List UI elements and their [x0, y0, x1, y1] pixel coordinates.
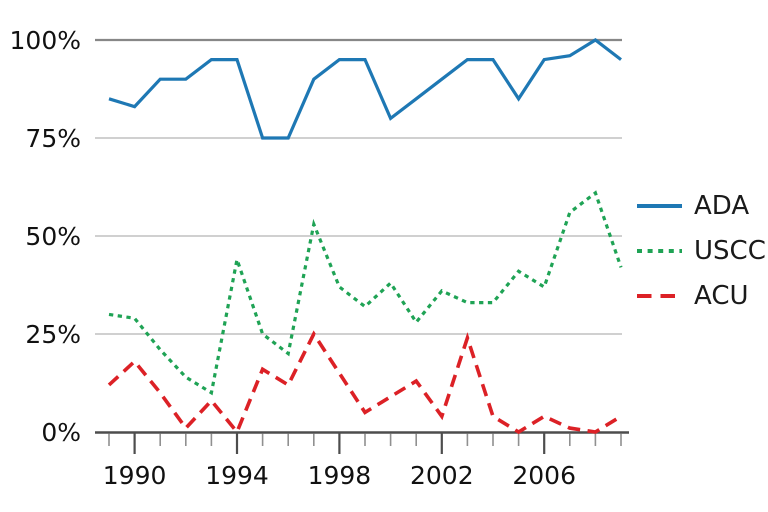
- series-line-uscc: [108, 190, 623, 396]
- ada-line-swatch: [637, 204, 682, 208]
- y-tick-label-50: 50%: [25, 222, 81, 251]
- y-tick-label-0: 0%: [41, 418, 81, 447]
- y-tick-label-75: 75%: [25, 124, 81, 153]
- y-tick-label-100: 100%: [10, 26, 81, 55]
- x-tick-label-1998: 1998: [308, 461, 372, 490]
- x-tick-label-2002: 2002: [410, 461, 474, 490]
- uscc-line-swatch: [637, 249, 682, 253]
- legend-label-ada: ADA: [694, 191, 750, 221]
- legend: ADA USCC ACU: [636, 191, 766, 326]
- x-tick-label-1990: 1990: [103, 461, 167, 490]
- x-tick-label-1994: 1994: [205, 461, 269, 490]
- acu-line-swatch: [637, 294, 682, 298]
- legend-item-uscc: USCC: [636, 236, 766, 266]
- legend-item-ada: ADA: [636, 191, 766, 221]
- legend-label-acu: ACU: [694, 281, 749, 311]
- y-tick-label-25: 25%: [25, 320, 81, 349]
- legend-item-acu: ACU: [636, 281, 766, 311]
- series-line-acu: [107, 330, 622, 436]
- x-tick-label-2006: 2006: [512, 461, 576, 490]
- series-line-ada: [108, 38, 622, 140]
- legend-label-uscc: USCC: [694, 236, 766, 266]
